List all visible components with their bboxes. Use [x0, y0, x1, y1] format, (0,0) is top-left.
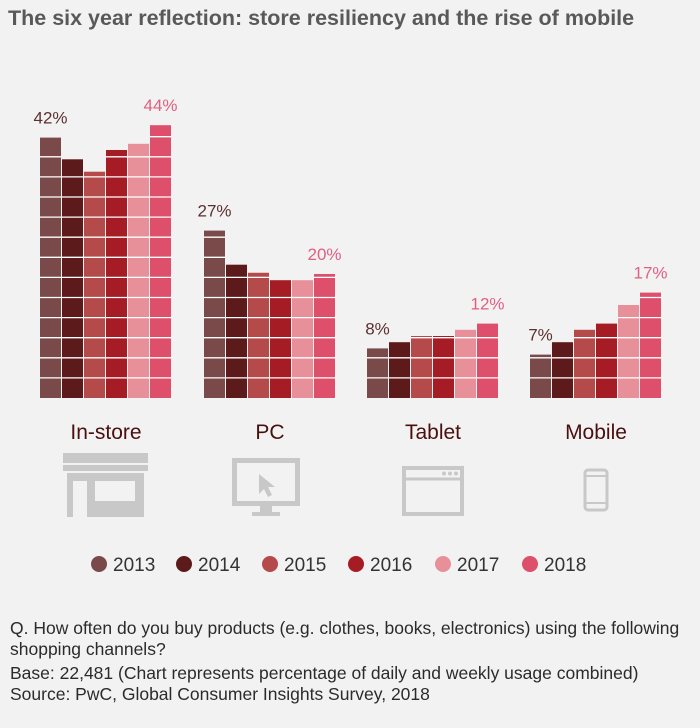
category-label-pc: PC [255, 421, 284, 444]
chart-title: The six year reflection: store resilienc… [8, 6, 635, 30]
store-icon [63, 453, 148, 517]
category-label-in-store: In-store [70, 421, 141, 444]
data-label-pc-last: 20% [307, 245, 341, 264]
bar-pc-2017 [292, 280, 313, 398]
tablet-browser-icon [402, 466, 464, 516]
pc-monitor-icon [232, 458, 300, 516]
legend-marker-2013 [91, 556, 107, 572]
legend-marker-2018 [522, 556, 538, 572]
bar-mobile-2017 [618, 305, 639, 398]
bar-mobile-2018 [640, 292, 661, 398]
bar-tablet-2014 [389, 342, 410, 398]
data-label-mobile-first: 7% [528, 326, 553, 345]
bar-tablet-2018 [477, 323, 498, 398]
legend-label-2016: 2016 [370, 555, 412, 576]
bar-in-store-2013 [40, 137, 61, 398]
legend-label-2015: 2015 [284, 555, 326, 576]
legend: 2013 2014 2015 2016 2017 2018 [91, 555, 586, 576]
bar-tablet-2013 [367, 348, 388, 398]
bar-pc-2013 [204, 230, 225, 398]
bar-in-store-2014 [62, 159, 83, 398]
bar-tablet-2016 [433, 336, 454, 398]
bar-chart: 42% 44% In-store 27% 20% PC 8% 12% Tablet 7% 17% Mo… [33, 96, 667, 576]
data-label-mobile-last: 17% [633, 264, 667, 283]
footer-base: Base: 22,481 (Chart represents percentag… [10, 663, 639, 683]
data-label-in-store-last: 44% [143, 96, 177, 115]
mobile-phone-icon [583, 468, 609, 512]
bar-mobile-2016 [596, 323, 617, 398]
data-label-tablet-first: 8% [365, 319, 390, 338]
bar-pc-2016 [270, 280, 291, 398]
bar-mobile-2015 [574, 329, 595, 398]
legend-marker-2015 [262, 556, 278, 572]
footer-question: Q. How often do you buy products (e.g. c… [10, 618, 680, 659]
bar-tablet-2015 [411, 336, 432, 398]
bar-in-store-2016 [106, 150, 127, 398]
category-label-mobile: Mobile [565, 421, 627, 444]
bar-in-store-2018 [150, 125, 171, 398]
data-label-tablet-last: 12% [470, 295, 504, 314]
bar-tablet-2017 [455, 329, 476, 398]
legend-label-2013: 2013 [113, 555, 155, 576]
data-label-in-store-first: 42% [33, 109, 67, 128]
footer-notes: Q. How often do you buy products (e.g. c… [10, 618, 695, 705]
legend-label-2017: 2017 [457, 555, 499, 576]
bar-in-store-2015 [84, 171, 105, 398]
bar-pc-2015 [248, 272, 269, 398]
bar-pc-2018 [314, 274, 335, 398]
legend-marker-2014 [176, 556, 192, 572]
bar-mobile-2014 [552, 342, 573, 398]
footer-source: Source: PwC, Global Consumer Insights Su… [10, 684, 430, 704]
category-label-tablet: Tablet [405, 421, 461, 444]
data-label-pc-first: 27% [197, 202, 231, 221]
bar-in-store-2017 [128, 143, 149, 398]
legend-marker-2017 [435, 556, 451, 572]
legend-label-2018: 2018 [544, 555, 586, 576]
legend-label-2014: 2014 [198, 555, 241, 576]
legend-marker-2016 [348, 556, 364, 572]
bar-mobile-2013 [530, 354, 551, 398]
